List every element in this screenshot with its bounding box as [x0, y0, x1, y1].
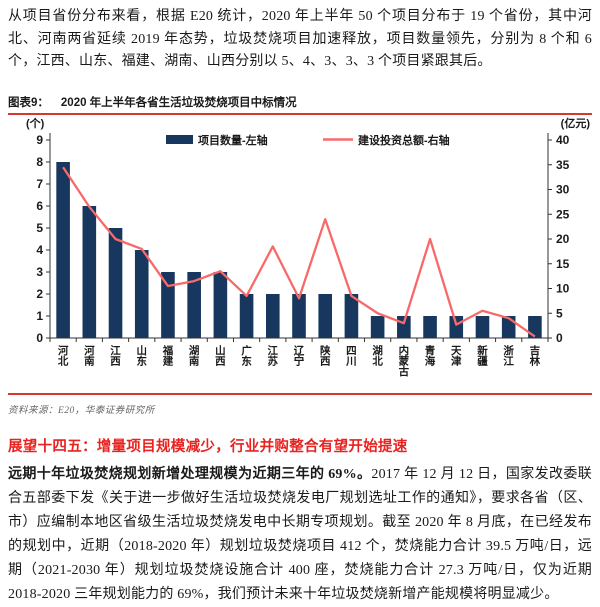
bar-湖南 [187, 271, 201, 338]
bar-山西 [213, 271, 228, 338]
svg-text:40: 40 [556, 133, 570, 147]
y-axis-left: 0 1 2 3 4 5 6 7 8 9 [36, 133, 50, 345]
svg-text:广东: 广东 [241, 344, 252, 368]
svg-text:青海: 青海 [425, 344, 436, 368]
svg-text:河南: 河南 [84, 345, 95, 368]
svg-text:5: 5 [556, 306, 563, 320]
svg-text:内蒙古: 内蒙古 [399, 344, 410, 378]
svg-text:四川: 四川 [345, 345, 357, 368]
bar-江苏 [265, 293, 280, 338]
svg-text:山西: 山西 [215, 344, 226, 368]
svg-text:5: 5 [36, 221, 43, 235]
x-axis-ticks [49, 337, 549, 342]
svg-text:湖南: 湖南 [189, 344, 200, 368]
svg-text:湖北: 湖北 [372, 344, 383, 368]
svg-text:江西: 江西 [110, 344, 121, 368]
svg-text:6: 6 [36, 199, 43, 213]
svg-text:0: 0 [556, 331, 563, 345]
svg-text:新疆: 新疆 [477, 344, 488, 368]
outlook-paragraph: 远期十年垃圾焚烧规划新增处理规模为近期三年的 69%。2017 年 12 月 1… [8, 463, 592, 607]
figure-top-rule [8, 112, 592, 115]
chart-area: (个) (亿元) 0 1 2 3 4 5 6 7 8 9 0 5 10 15 20 25 30 35 40 河北 河南 江西山… [8, 115, 592, 387]
bar-河南 [82, 205, 97, 338]
svg-text:4: 4 [36, 243, 43, 257]
bar-湖北 [370, 315, 385, 338]
bar-青海 [423, 315, 437, 338]
svg-text:8: 8 [36, 155, 43, 169]
svg-text:2: 2 [36, 287, 43, 301]
svg-text:福建: 福建 [162, 344, 174, 368]
svg-text:陕西: 陕西 [320, 344, 331, 368]
bar-四川 [344, 293, 359, 338]
svg-text:3: 3 [36, 265, 43, 279]
svg-text:浙江: 浙江 [503, 344, 514, 368]
intro-paragraph: 从项目省份分布来看，根据 E20 统计，2020 年上半年 50 个项目分布于 … [8, 9, 592, 69]
legend-line-label: 建设投资总额-右轴 [358, 133, 450, 147]
left-axis-unit: (个) [26, 116, 45, 130]
figure-source: 资料来源：E20，华泰证券研究所 [8, 405, 155, 416]
svg-text:吉林: 吉林 [530, 344, 541, 368]
svg-text:20: 20 [556, 232, 570, 246]
svg-text:山东: 山东 [136, 344, 147, 368]
legend-bar-swatch [166, 134, 193, 144]
bar-福建 [161, 271, 175, 338]
bar-line-chart: (个) (亿元)01234567890510152025303540河北河南江西山… [26, 116, 591, 378]
y-axis-right: 0 5 10 15 20 25 30 35 40 [548, 133, 570, 345]
figure-header: 图表9： 2020 年上半年各省生活垃圾焚烧项目中标情况 [8, 94, 592, 110]
svg-text:天津: 天津 [451, 345, 462, 368]
figure-9: 图表9： 2020 年上半年各省生活垃圾焚烧项目中标情况 (个) (亿元) 0 1 2 3… [8, 94, 592, 416]
bar-新疆 [475, 315, 490, 338]
svg-text:1: 1 [36, 309, 43, 323]
svg-text:0: 0 [36, 331, 43, 345]
bar-天津 [449, 315, 464, 338]
svg-text:河北: 河北 [58, 345, 69, 368]
outlook-body-text: 2017 年 12 月 12 日，国家发改委联合五部委下发《关于进一步做好生活垃… [8, 466, 592, 602]
bar-吉林 [528, 315, 542, 338]
legend-bar-label: 项目数量-左轴 [198, 133, 268, 147]
svg-text:15: 15 [556, 256, 570, 270]
svg-text:7: 7 [36, 177, 43, 191]
investment-line [62, 166, 536, 337]
figure-title: 2020 年上半年各省生活垃圾焚烧项目中标情况 [60, 96, 297, 109]
svg-text:35: 35 [556, 157, 570, 171]
project-count-bars [56, 161, 542, 338]
section-heading: 展望十四五：增量项目规模减少，行业并购整合有望开始提速 [8, 438, 408, 455]
svg-text:25: 25 [556, 207, 570, 221]
bar-河北 [56, 161, 70, 338]
svg-text:辽宁: 辽宁 [294, 345, 305, 368]
svg-text:10: 10 [556, 281, 570, 295]
figure-label: 图表9： [8, 96, 49, 109]
bar-广东 [239, 293, 254, 338]
bar-陕西 [318, 293, 333, 338]
svg-text:江苏: 江苏 [268, 344, 279, 368]
svg-text:30: 30 [556, 182, 570, 196]
figure-bottom-rule [8, 392, 592, 395]
svg-text:9: 9 [36, 133, 43, 147]
bar-山东 [134, 249, 149, 338]
bar-辽宁 [292, 293, 306, 338]
chart-legend: 项目数量-左轴 建设投资总额-右轴 [166, 133, 450, 147]
outlook-lead-sentence: 远期十年垃圾焚烧规划新增处理规模为近期三年的 69%。 [8, 466, 372, 482]
bar-江西 [108, 227, 123, 338]
right-axis-unit: (亿元) [561, 116, 591, 130]
